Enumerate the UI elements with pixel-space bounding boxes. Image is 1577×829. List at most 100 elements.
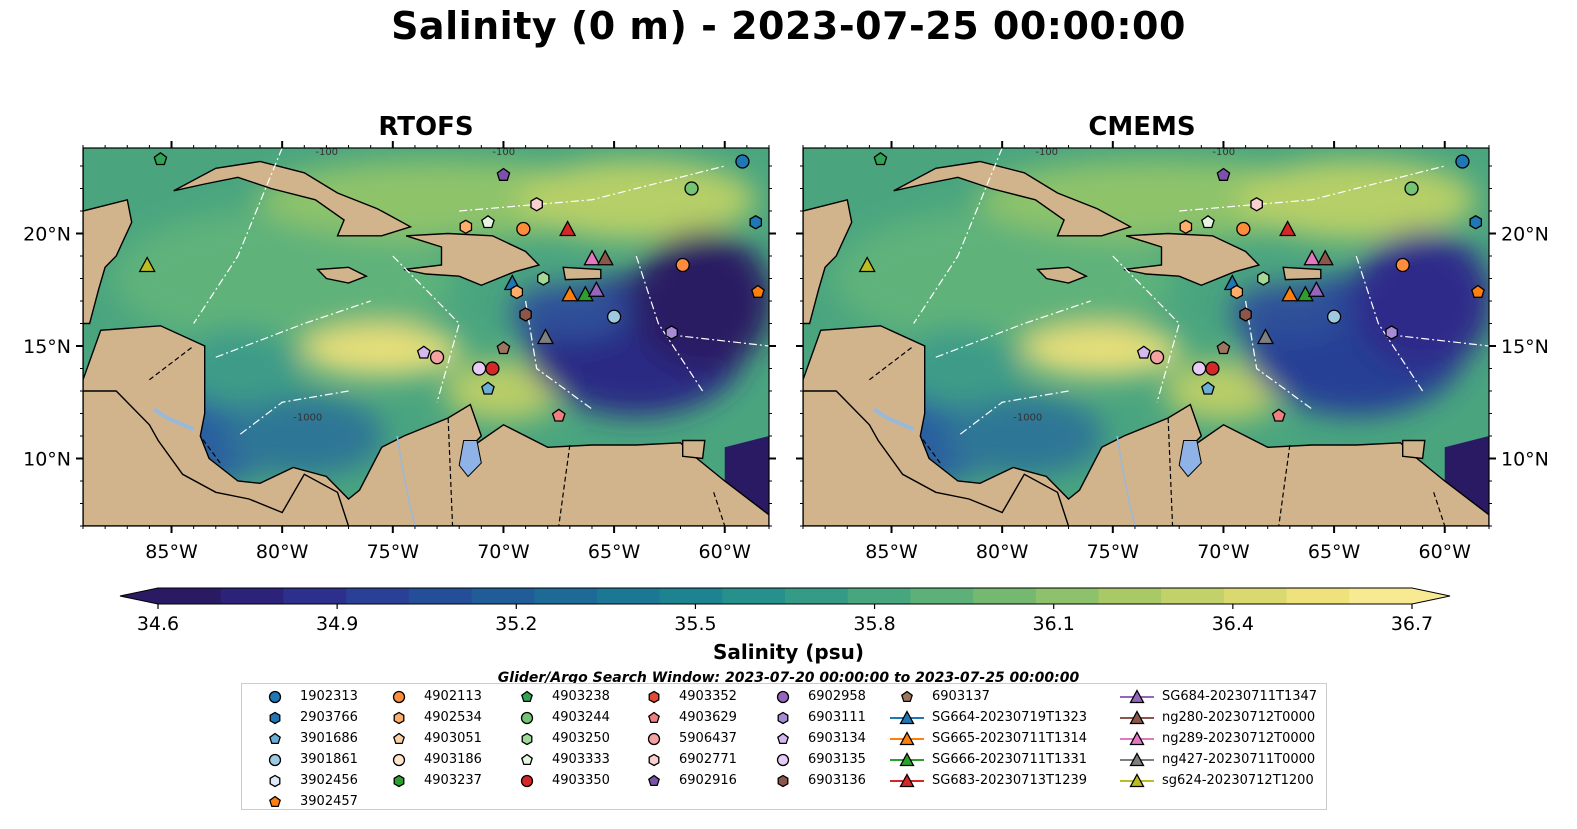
legend-label: sg624-20230712T1200 — [1162, 773, 1314, 788]
station-marker-4903238 — [153, 152, 168, 166]
station-marker-ng289-20230712T0000 — [1303, 249, 1321, 266]
jamaica-land — [316, 266, 369, 284]
station-marker-SG683-20230713T1239 — [1279, 220, 1297, 237]
colorbar-tick-label: 35.2 — [495, 613, 537, 635]
station-marker-3901686 — [1201, 381, 1215, 395]
field-western-shelf — [177, 328, 298, 409]
legend-label: 6903137 — [932, 689, 990, 704]
legend-label: SG683-20230713T1239 — [932, 773, 1088, 788]
y-tick-label: 15°N — [1501, 336, 1549, 358]
station-marker-4902534 — [1230, 284, 1244, 300]
station-marker-6902916 — [496, 167, 511, 181]
legend-marker-icon — [269, 795, 281, 808]
station-marker-3901861 — [1326, 309, 1342, 324]
station-marker-4903244 — [684, 181, 699, 196]
legend-label: 6903135 — [808, 752, 866, 767]
legend-marker-icon — [393, 774, 405, 788]
legend-label: 1902313 — [300, 689, 358, 704]
x-tick-label: 80°W — [256, 541, 309, 560]
legend-marker-icon — [521, 753, 533, 766]
colorbar-tick-label: 35.8 — [853, 613, 895, 635]
country-border — [558, 444, 571, 526]
legend-marker-icon — [268, 753, 282, 767]
trinidad-land — [1402, 439, 1426, 460]
colorbar-segment — [408, 588, 472, 604]
legend-label: 3902456 — [300, 773, 358, 788]
legend-label: 4902534 — [424, 710, 482, 725]
contour-label-100: -100 — [492, 147, 515, 158]
field-western-shelf — [897, 328, 1018, 409]
country-border — [199, 435, 221, 464]
station-marker-sg624-20230712T1200 — [858, 256, 876, 273]
legend-marker-icon — [648, 774, 660, 787]
hispaniola-land — [403, 232, 541, 287]
colorbar-segment — [1098, 588, 1162, 604]
station-marker-SG666-20230711T1331 — [576, 285, 594, 302]
field-panama-gyre — [224, 396, 385, 476]
legend-marker-icon — [520, 711, 534, 725]
lake-nicaragua — [152, 407, 195, 432]
field-north-atlantic — [1236, 159, 1477, 240]
station-marker-ng280-20230712T0000 — [1316, 249, 1334, 266]
x-tick-label: 65°W — [1308, 541, 1361, 560]
colorbar-segment — [283, 588, 347, 604]
hispaniola-land — [1123, 232, 1261, 287]
contour-label-100: -100 — [1212, 147, 1235, 158]
legend-label: ng427-20230711T0000 — [1162, 752, 1316, 767]
station-marker-4902534 — [1179, 219, 1193, 235]
legend-line-marker-icon — [890, 731, 924, 746]
colorbar-segment — [1161, 588, 1225, 604]
station-marker-SG665-20230711T1314 — [561, 285, 579, 302]
station-marker-3902457 — [751, 284, 765, 298]
river-magdalena — [396, 435, 416, 526]
eez-boundary — [524, 300, 593, 410]
legend-line-marker-icon — [890, 752, 924, 767]
station-marker-5906437 — [1149, 350, 1165, 365]
station-marker-4902113 — [1395, 257, 1410, 273]
central-south-america-land — [83, 188, 769, 526]
eez-boundary — [237, 390, 349, 437]
station-marker-6903134 — [416, 345, 431, 359]
legend-marker-icon — [393, 732, 405, 745]
station-marker-6903136 — [1239, 307, 1252, 322]
yucatan-land — [83, 148, 133, 325]
legend-label: 2903766 — [300, 710, 358, 725]
station-marker-SG666-20230711T1331 — [1296, 285, 1314, 302]
field-west-caribbean — [112, 208, 453, 349]
station-marker-6903137 — [496, 341, 511, 355]
y-tick-label: 20°N — [1501, 224, 1549, 246]
colorbar-tick-label: 36.4 — [1212, 613, 1254, 635]
colorbar-tick-label: 34.9 — [316, 613, 358, 635]
y-tick-label: 10°N — [23, 449, 71, 471]
station-marker-4902534 — [459, 219, 473, 235]
station-marker-6902771 — [1250, 197, 1263, 212]
legend-label: 4903051 — [424, 731, 482, 746]
x-tick-label: 60°W — [699, 541, 752, 560]
legend-line-marker-icon — [1120, 752, 1154, 767]
map-frame — [82, 147, 770, 527]
colorbar-tick-label: 35.5 — [674, 613, 716, 635]
y-tick-label: 10°N — [1501, 449, 1549, 471]
legend-label: 3902457 — [300, 794, 358, 809]
river-magdalena — [1116, 435, 1136, 526]
legend: 1902313 2903766 3901686 3901861 3902456 39024… — [241, 683, 1327, 810]
legend-label: SG665-20230711T1314 — [932, 731, 1088, 746]
legend-label: 6903134 — [808, 731, 866, 746]
legend-label: 4903238 — [552, 689, 610, 704]
colorbar-segment — [1223, 588, 1288, 604]
station-marker-4903238 — [873, 152, 888, 166]
x-tick-label: 85°W — [865, 541, 918, 560]
legend-label: 3901686 — [300, 731, 358, 746]
colorbar-tick-label: 34.6 — [137, 613, 179, 635]
legend-label: ng280-20230712T0000 — [1162, 710, 1316, 725]
eez-boundary — [392, 255, 460, 403]
station-marker-6903134 — [1136, 345, 1151, 359]
eez-boundary — [1389, 334, 1489, 347]
legend-marker-icon — [393, 711, 405, 725]
legend-marker-icon — [776, 753, 790, 767]
station-marker-SG665-20230711T1314 — [1281, 285, 1299, 302]
legend-marker-icon — [392, 753, 406, 767]
colorbar-segment — [785, 588, 849, 604]
legend-label: 4902113 — [424, 689, 482, 704]
colorbar-segment — [220, 588, 284, 604]
